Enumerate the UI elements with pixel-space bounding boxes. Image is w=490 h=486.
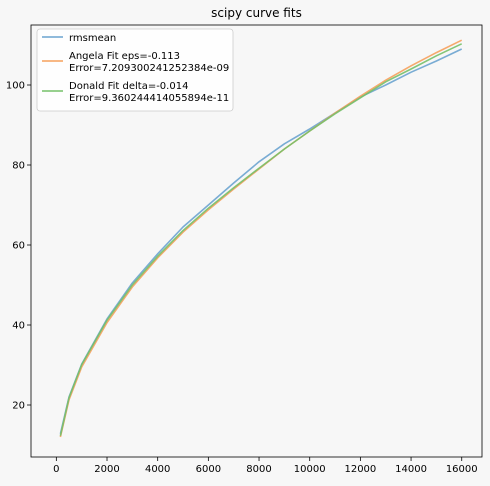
y-tick-label: 60	[12, 241, 25, 252]
legend-box	[36, 28, 234, 112]
y-tick-label: 20	[12, 401, 25, 412]
y-tick-label: 80	[12, 161, 25, 172]
x-tick-label: 2000	[94, 464, 119, 475]
y-tick-label: 40	[12, 321, 25, 332]
y-axis: 20 40 60 80 100	[6, 81, 31, 412]
legend: rmsmean Angela Fit eps=-0.113 Error=7.2093…	[36, 28, 234, 112]
x-tick-label: 14000	[395, 464, 427, 475]
x-tick-label: 6000	[196, 464, 221, 475]
x-tick-label: 10000	[294, 464, 326, 475]
series-lines	[59, 39, 463, 438]
x-tick-label: 0	[53, 464, 59, 475]
y-tick-label: 100	[6, 81, 25, 92]
series-line-2	[59, 43, 463, 436]
x-axis: 0 2000 4000 6000 8000 10000 12000 14000 16000	[53, 457, 478, 475]
x-tick-label: 8000	[246, 464, 271, 475]
x-tick-label: 12000	[344, 464, 376, 475]
legend-label-2: Donald Fit delta=-0.014 Error=9.360244414…	[69, 81, 229, 104]
x-tick-label: 16000	[446, 464, 478, 475]
x-tick-label: 4000	[145, 464, 170, 475]
legend-label-1: Angela Fit eps=-0.113 Error=7.20930024125…	[69, 51, 229, 74]
legend-label-0: rmsmean	[69, 33, 116, 44]
chart-title: scipy curve fits	[211, 6, 302, 20]
